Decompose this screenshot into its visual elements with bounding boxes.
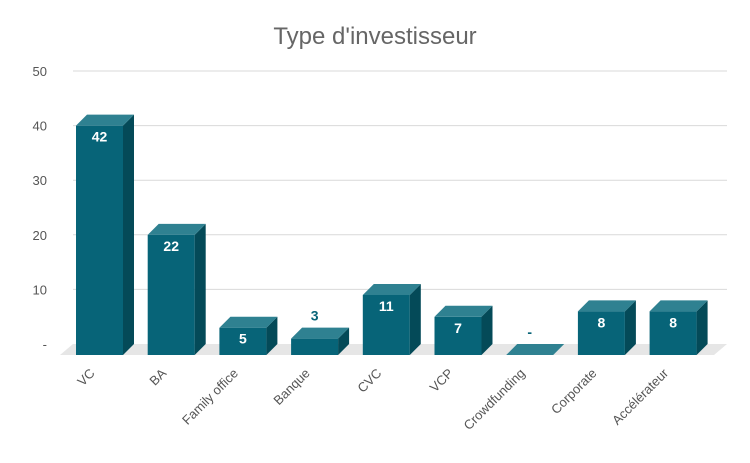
bar bbox=[434, 305, 493, 355]
bar bbox=[291, 327, 350, 355]
x-tick-label: Family office bbox=[179, 366, 241, 428]
y-tick-label: 40 bbox=[33, 119, 47, 134]
data-label: 8 bbox=[669, 314, 677, 330]
x-tick-label: Banque bbox=[270, 366, 312, 408]
data-label: 5 bbox=[239, 331, 247, 347]
bar-side bbox=[481, 305, 493, 355]
bar bbox=[362, 283, 421, 355]
bar-top bbox=[291, 327, 350, 339]
data-label: 42 bbox=[92, 129, 108, 145]
data-label: 11 bbox=[379, 298, 394, 314]
data-label: 7 bbox=[454, 320, 462, 336]
y-axis: - 10 20 30 40 50 bbox=[33, 64, 47, 352]
bar-side bbox=[266, 316, 278, 355]
y-tick-label: 10 bbox=[33, 282, 47, 297]
data-label: - bbox=[527, 324, 532, 340]
bar-front bbox=[577, 311, 625, 355]
bar-top bbox=[147, 223, 206, 235]
x-tick-label: CVC bbox=[354, 366, 384, 396]
bar-side bbox=[696, 300, 708, 355]
bar-top bbox=[434, 305, 493, 317]
x-tick-label: VC bbox=[74, 366, 97, 389]
x-tick-label: Corporate bbox=[548, 366, 599, 417]
data-label: 3 bbox=[311, 308, 319, 324]
bar-front bbox=[76, 125, 123, 356]
data-labels: 42 22 5 3 11 7 - 8 8 bbox=[92, 129, 677, 347]
bar-front bbox=[147, 234, 195, 355]
x-tick-label: VCP bbox=[427, 366, 457, 396]
bar-front bbox=[649, 311, 697, 355]
x-tick-label: Crowdfunding bbox=[460, 366, 527, 433]
bar-top bbox=[506, 344, 565, 355]
bar-front bbox=[291, 338, 339, 355]
bar-side bbox=[409, 283, 421, 355]
y-tick-label: - bbox=[43, 337, 47, 352]
bar bbox=[219, 316, 278, 355]
bar bbox=[506, 344, 565, 355]
bar-side bbox=[624, 300, 636, 355]
bar-front bbox=[362, 294, 410, 355]
data-label: 22 bbox=[163, 238, 179, 254]
bars bbox=[76, 114, 708, 356]
bar bbox=[76, 114, 134, 356]
bar-front bbox=[434, 316, 482, 355]
bar bbox=[649, 300, 708, 355]
y-tick-label: 30 bbox=[33, 173, 47, 188]
data-label: 8 bbox=[598, 314, 606, 330]
x-axis: VC BA Family office Banque CVC VCP Crowdfundin… bbox=[74, 365, 671, 433]
bar-top bbox=[577, 300, 636, 312]
bar-side bbox=[123, 114, 134, 356]
bar bbox=[147, 223, 206, 355]
bar-front bbox=[219, 327, 267, 355]
chart-title: Type d'investisseur bbox=[273, 23, 476, 50]
bar-top bbox=[219, 316, 278, 328]
bar-side bbox=[194, 223, 206, 355]
bar-top bbox=[362, 283, 421, 295]
x-tick-label: BA bbox=[146, 365, 169, 388]
y-tick-label: 20 bbox=[33, 228, 47, 243]
bar-top bbox=[649, 300, 708, 312]
y-tick-label: 50 bbox=[33, 64, 47, 79]
x-tick-label: Accélérateur bbox=[609, 365, 672, 428]
bar-side bbox=[338, 327, 350, 355]
bar bbox=[577, 300, 636, 355]
bar-top bbox=[76, 114, 134, 126]
